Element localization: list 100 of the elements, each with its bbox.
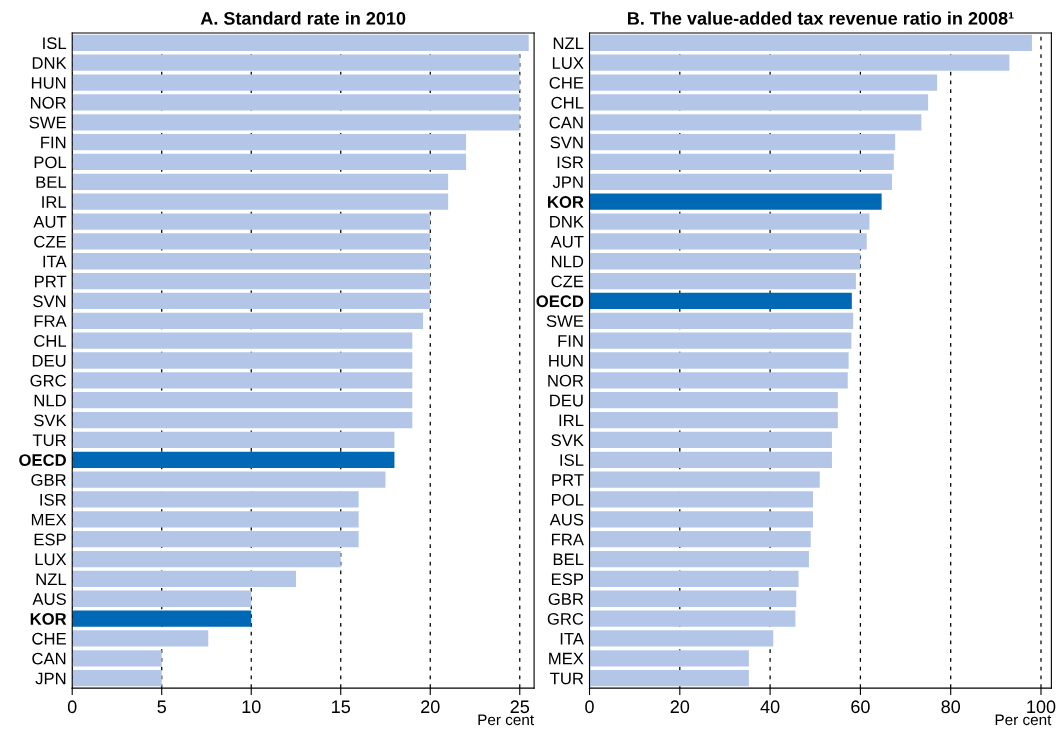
bar — [589, 451, 832, 468]
bar — [72, 233, 431, 250]
bar — [589, 133, 896, 151]
x-tick-label: 5 — [157, 700, 166, 714]
bar — [589, 411, 838, 429]
x-tick-label: 15 — [332, 700, 351, 714]
y-tick-label: IRL — [559, 414, 584, 427]
bar — [72, 332, 413, 349]
y-tick-label: SWE — [29, 116, 66, 129]
bar — [72, 411, 413, 429]
bar — [72, 511, 359, 528]
bar — [589, 292, 852, 310]
y-tick-label: NOR — [30, 96, 66, 109]
bar — [72, 173, 449, 190]
bar — [72, 471, 386, 488]
bar — [72, 153, 467, 171]
bar — [72, 253, 431, 270]
y-tick-label: MEX — [549, 652, 584, 665]
bar — [589, 491, 813, 508]
bar — [72, 531, 359, 548]
y-tick-label: AUT — [33, 216, 67, 228]
bar — [72, 491, 359, 508]
y-tick-label: GBR — [31, 474, 66, 486]
y-tick-label: NZL — [36, 573, 67, 585]
y-tick-label: CZE — [551, 275, 584, 288]
x-tick-label: 10 — [242, 700, 261, 714]
bar — [72, 54, 520, 71]
bar — [589, 94, 929, 111]
bar — [589, 153, 894, 171]
y-tick-label: FRA — [551, 533, 584, 546]
x-axis-title: Per cent — [995, 714, 1052, 726]
y-tick-label: SVK — [551, 434, 584, 447]
y-tick-label: OECD — [536, 295, 584, 308]
bar — [589, 233, 867, 250]
y-tick-label: TUR — [550, 672, 584, 685]
bar — [589, 193, 882, 210]
y-tick-label: DNK — [32, 57, 67, 69]
y-tick-label: FIN — [558, 335, 583, 347]
y-tick-label: NLD — [551, 255, 584, 268]
bar — [72, 610, 252, 627]
x-tick-label: 80 — [941, 700, 961, 714]
bar — [72, 272, 431, 290]
y-tick-label: KOR — [548, 196, 584, 208]
y-tick-label: GBR — [548, 593, 584, 605]
bar — [589, 610, 796, 627]
y-tick-label: AUS — [32, 593, 66, 605]
bar — [72, 431, 395, 449]
bar — [589, 372, 848, 389]
chart-title: A. Standard rate in 2010 — [200, 11, 406, 25]
bar — [589, 253, 861, 270]
y-tick-label: ISL — [560, 454, 584, 466]
bar — [589, 670, 749, 687]
y-tick-label: DEU — [32, 355, 66, 367]
y-tick-label: GRC — [547, 613, 584, 625]
y-tick-label: FIN — [41, 136, 66, 149]
bar — [72, 193, 449, 210]
x-tick-label: 25 — [510, 700, 530, 714]
x-tick-label: 0 — [585, 700, 594, 714]
bar — [72, 392, 413, 409]
bar — [72, 550, 341, 568]
chart-title: B. The value-added tax revenue ratio in 2008¹ — [628, 11, 1014, 25]
y-tick-label: HUN — [549, 355, 583, 367]
y-tick-label: POL — [551, 493, 584, 506]
bar — [589, 34, 1032, 52]
y-tick-label: CHL — [551, 96, 584, 109]
bar — [589, 332, 852, 349]
y-tick-label: NZL — [553, 37, 584, 49]
bar — [72, 94, 520, 111]
y-tick-label: ISL — [43, 37, 67, 50]
bar — [72, 451, 395, 468]
bar — [72, 650, 162, 667]
y-tick-label: NLD — [34, 394, 66, 407]
y-tick-label: ISR — [557, 156, 584, 169]
y-tick-label: ESP — [34, 533, 66, 546]
bar — [72, 570, 296, 588]
y-tick-label: PRT — [34, 275, 67, 288]
bar — [589, 272, 856, 290]
bar — [589, 590, 797, 607]
bar — [72, 114, 520, 131]
bar — [72, 133, 467, 151]
y-tick-label: DNK — [550, 216, 584, 228]
y-tick-label: OECD — [19, 454, 66, 466]
y-tick-label: MEX — [31, 513, 67, 526]
y-tick-label: NOR — [548, 374, 584, 387]
bar — [72, 670, 162, 687]
bar — [589, 392, 838, 409]
bar — [72, 630, 209, 647]
y-tick-label: CZE — [34, 235, 66, 248]
y-tick-label: DEU — [550, 394, 583, 407]
y-tick-label: CHE — [32, 632, 66, 645]
y-tick-label: JPN — [552, 176, 583, 189]
bar — [589, 54, 1010, 71]
x-tick-label: 60 — [851, 700, 870, 714]
bar — [589, 352, 849, 369]
y-tick-label: POL — [34, 156, 67, 169]
bar — [589, 173, 893, 190]
bar — [72, 352, 413, 369]
bar — [589, 550, 809, 568]
bar — [589, 114, 922, 131]
y-tick-label: CHL — [34, 335, 67, 347]
